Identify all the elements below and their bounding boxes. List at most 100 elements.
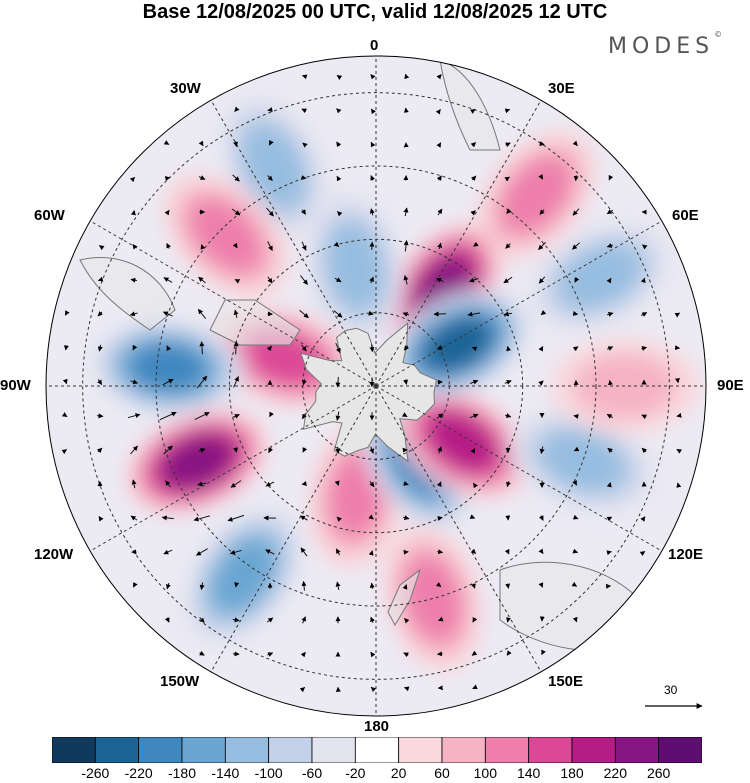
colorbar-segment-6	[311, 737, 356, 763]
wind-arrow	[233, 447, 238, 453]
lon-label-60w: 60W	[34, 207, 65, 224]
wind-arrow	[606, 277, 612, 284]
wind-arrow	[194, 411, 210, 421]
map-title: Base 12/08/2025 00 UTC, valid 12/08/2025…	[142, 1, 608, 23]
wind-arrow	[64, 310, 70, 316]
wind-arrow	[267, 241, 273, 252]
wind-arrow	[370, 686, 377, 693]
colorbar-segment-7	[354, 737, 400, 763]
wind-arrow	[233, 341, 239, 355]
wind-arrow	[403, 275, 409, 285]
wind-arrow	[301, 580, 307, 591]
wind-arrow	[98, 516, 104, 522]
wind-arrow	[403, 345, 409, 351]
colorbar-segment-11	[528, 737, 573, 763]
wind-arrow	[606, 312, 614, 317]
wind-arrow	[403, 481, 409, 486]
wind-arrow	[268, 447, 273, 454]
anomaly-8-level-5	[162, 436, 232, 488]
wind-arrow	[98, 245, 105, 251]
wind-arrow	[266, 207, 274, 217]
wind-arrow	[437, 549, 444, 555]
wind-arrow	[368, 310, 374, 316]
colorbar-segment-3	[181, 737, 226, 763]
wind-arrow	[163, 445, 173, 455]
wind-arrow	[232, 414, 240, 419]
reference-vector-arrow	[645, 703, 703, 709]
wind-arrow	[199, 617, 205, 623]
wind-arrow	[96, 447, 103, 454]
wind-arrow	[437, 515, 443, 521]
wind-arrow	[473, 482, 478, 489]
wind-arrow	[640, 312, 648, 317]
wind-arrow	[97, 276, 104, 282]
wind-arrow	[301, 481, 307, 486]
anomaly-7-level-4	[130, 343, 206, 392]
wind-arrow	[437, 208, 443, 216]
wind-arrow	[435, 581, 442, 588]
colorbar-tick-label: 20	[390, 765, 407, 781]
meridian-line	[89, 220, 377, 387]
colorbar-tick-label: 100	[473, 765, 498, 781]
colorbar-tick-label: -140	[211, 765, 240, 781]
wind-arrow	[470, 142, 477, 148]
wind-arrow	[402, 584, 408, 590]
wind-arrow	[436, 142, 442, 148]
wind-arrow	[606, 243, 613, 248]
wind-arrow	[369, 446, 374, 454]
wind-arrow	[300, 209, 306, 215]
wind-arrow	[676, 448, 682, 454]
wind-arrow	[370, 108, 376, 115]
wind-arrow	[335, 376, 341, 388]
wind-arrow	[505, 243, 511, 249]
anomaly-15-level-1	[573, 353, 678, 419]
wind-arrow	[402, 515, 410, 521]
colorbar-tick-label: 140	[516, 765, 541, 781]
wind-arrow	[198, 447, 206, 453]
antarctic-peninsula	[209, 299, 301, 346]
wind-arrow	[302, 142, 308, 148]
wind-arrow	[573, 175, 579, 182]
wind-arrow	[403, 107, 409, 113]
wind-arrow	[265, 481, 275, 487]
wind-arrow	[504, 108, 511, 114]
wind-arrow	[469, 514, 476, 519]
wind-arrow	[333, 310, 343, 318]
colorbar-segment-9	[441, 737, 486, 763]
wind-arrow	[369, 344, 375, 353]
reference-vector-label: 30	[664, 683, 678, 697]
wind-arrow	[541, 649, 546, 656]
wind-arrow	[132, 582, 138, 588]
wind-arrow	[337, 211, 343, 217]
meridian-line	[210, 99, 377, 387]
wind-arrow	[472, 684, 478, 690]
new-zealand-land	[387, 568, 421, 627]
anomaly-16-level-5	[423, 318, 492, 371]
colorbar-segment-1	[94, 737, 140, 763]
lon-label-30e: 30E	[548, 80, 575, 97]
wind-arrow	[505, 413, 512, 418]
wind-arrow	[403, 379, 408, 385]
anomaly-9-level-3	[212, 539, 275, 612]
wind-arrow	[163, 140, 170, 145]
wind-arrow	[505, 583, 511, 589]
wind-arrow	[470, 583, 476, 589]
colorbar-segment-10	[484, 737, 530, 763]
wind-arrow	[197, 481, 207, 487]
wind-arrow	[166, 345, 172, 351]
wind-arrow	[301, 379, 307, 386]
wind-arrow	[97, 311, 103, 317]
wind-arrow	[300, 515, 308, 521]
wind-arrow	[506, 345, 512, 352]
wind-arrow	[299, 687, 306, 693]
wind-arrow	[539, 446, 545, 455]
wind-arrow	[606, 550, 612, 556]
wind-arrow	[130, 445, 138, 455]
wind-arrow	[506, 617, 512, 623]
wind-arrow	[370, 141, 376, 148]
wind-arrow	[130, 277, 138, 283]
wind-arrow	[199, 650, 205, 656]
wind-arrow	[301, 74, 308, 80]
lon-label-120w: 120W	[34, 546, 74, 563]
